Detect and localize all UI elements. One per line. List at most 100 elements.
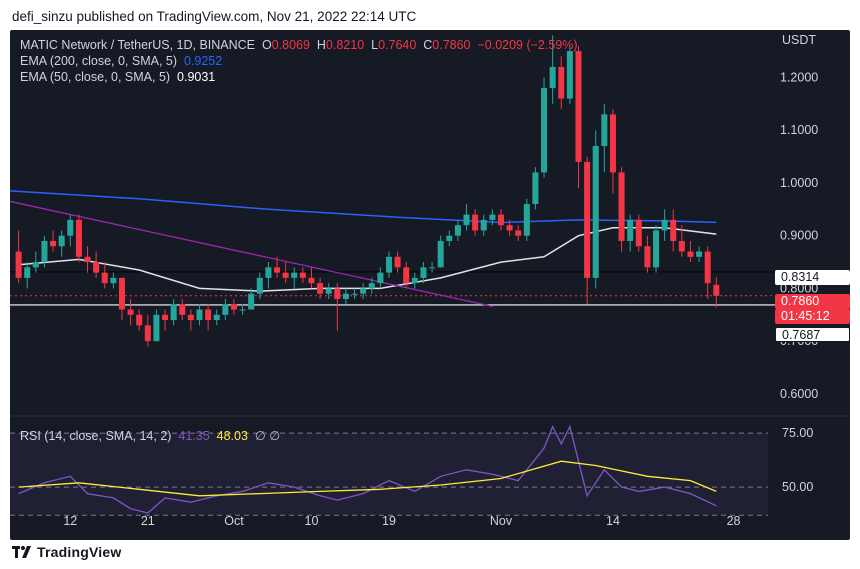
candle-body: [24, 267, 31, 278]
candle-body: [670, 219, 677, 241]
symbol-title: MATIC Network / TetherUS, 1D, BINANCE: [20, 38, 256, 52]
tradingview-footer[interactable]: TradingView: [12, 541, 121, 563]
candle-body: [317, 283, 324, 294]
candle-body: [67, 219, 74, 236]
candle: [584, 156, 591, 305]
candle: [32, 251, 39, 273]
chart-frame[interactable]: 1.20001.10001.00000.90000.80000.70000.60…: [10, 30, 850, 540]
candle-body: [127, 309, 134, 315]
candle: [118, 277, 125, 321]
candle: [446, 230, 453, 247]
candle-body: [179, 304, 186, 315]
candle: [489, 209, 496, 226]
candle: [75, 214, 82, 263]
candle-body: [713, 284, 720, 296]
rsi-legend[interactable]: RSI (14, close, SMA, 14, 2) 41.35 48.03 …: [20, 428, 280, 443]
candle: [325, 283, 332, 299]
support-price-tag: 0.7687: [775, 327, 850, 342]
candle-body: [506, 225, 513, 231]
candle-body: [678, 240, 685, 252]
candle-body: [420, 267, 427, 278]
candle: [205, 304, 212, 331]
trendline: [10, 200, 493, 308]
candle-body: [454, 225, 461, 236]
candle: [58, 230, 65, 257]
candle: [41, 235, 48, 268]
candle-body: [541, 88, 548, 173]
candle: [575, 45, 582, 189]
candle-body: [351, 293, 358, 295]
candle-body: [446, 235, 453, 241]
candle: [308, 267, 315, 289]
candle: [360, 283, 367, 299]
candle-body: [187, 314, 194, 321]
rsi-extra: ∅ ∅: [254, 429, 281, 443]
candle-body: [575, 51, 582, 162]
candle: [265, 262, 272, 289]
ema50-legend[interactable]: EMA (50, close, 0, SMA, 5) 0.9031: [20, 69, 215, 85]
candle: [549, 35, 556, 104]
time-tick-label: 12: [63, 514, 77, 528]
candle-body: [93, 262, 100, 273]
candle-body: [385, 256, 393, 273]
candle: [403, 262, 410, 289]
level-lines: [10, 271, 776, 306]
candle: [93, 251, 100, 278]
candle: [222, 298, 229, 321]
tradingview-logo-icon: [12, 542, 32, 564]
candle-body: [661, 219, 668, 231]
candle-body: [429, 267, 436, 269]
candle: [342, 288, 349, 305]
candle-body: [58, 235, 65, 247]
candle-body: [230, 304, 237, 310]
candle: [472, 209, 479, 236]
candle: [187, 309, 194, 331]
candle-body: [239, 309, 246, 311]
candle: [239, 304, 246, 315]
candle-body: [274, 267, 281, 273]
candle: [687, 240, 694, 263]
candle-body: [644, 246, 651, 268]
candle: [110, 272, 117, 289]
candle-body: [609, 114, 616, 173]
candle: [437, 235, 444, 268]
candle: [101, 262, 108, 289]
candle-body: [118, 277, 125, 310]
ema200-line: [10, 190, 717, 224]
candle: [50, 230, 57, 252]
candle: [541, 77, 548, 178]
candle-body: [489, 214, 496, 220]
ema200-legend[interactable]: EMA (200, close, 0, SMA, 5) 0.9252: [20, 53, 222, 69]
candle-body: [162, 314, 169, 321]
rsi-tick-label: 75.00: [782, 426, 813, 440]
candle: [170, 298, 177, 326]
indicator-lines: [10, 190, 717, 308]
symbol-legend: MATIC Network / TetherUS, 1D, BINANCE O0…: [20, 37, 578, 53]
candle-body: [308, 277, 315, 284]
candle: [377, 267, 384, 289]
price-tick-label: 1.2000: [780, 70, 818, 84]
candle-body: [549, 66, 556, 89]
price-tick-label: 0.6000: [780, 387, 818, 401]
candle: [420, 262, 427, 284]
candle-body: [248, 293, 255, 310]
candle: [678, 225, 685, 257]
chart-canvas[interactable]: 1.20001.10001.00000.90000.80000.70000.60…: [10, 30, 850, 540]
candle-body: [601, 114, 608, 147]
time-tick-label: 14: [606, 514, 620, 528]
candle-body: [377, 272, 384, 284]
countdown-tag: 01:45:12: [775, 309, 850, 324]
candle-body: [635, 219, 642, 247]
candle: [523, 198, 530, 241]
candle-body: [532, 172, 539, 205]
time-tick-label: Oct: [224, 514, 244, 528]
candle-body: [653, 230, 660, 268]
candle-body: [153, 314, 160, 342]
candle: [592, 130, 599, 289]
candle-body: [222, 304, 229, 315]
candle: [463, 204, 470, 231]
candle: [196, 304, 203, 326]
time-tick-label: 28: [727, 514, 741, 528]
candle-body: [170, 304, 177, 321]
candle: [230, 298, 237, 315]
